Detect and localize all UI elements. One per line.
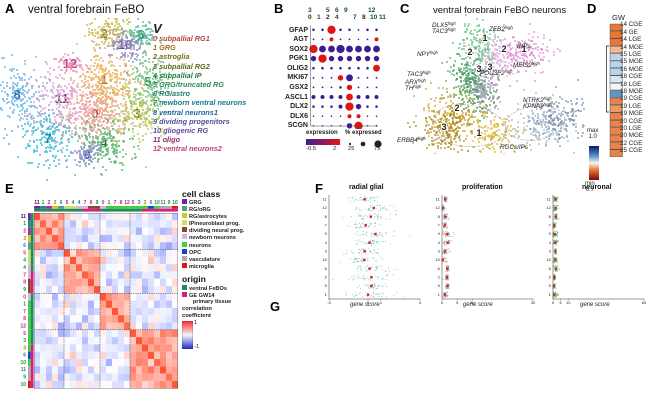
svg-text:10: 10	[173, 200, 179, 206]
svg-text:2: 2	[467, 47, 472, 57]
svg-text:TAC3high: TAC3high	[432, 27, 456, 36]
svg-text:3: 3	[23, 345, 26, 351]
svg-text:6: 6	[23, 353, 26, 359]
svg-text:6: 6	[60, 200, 63, 206]
svg-text:10: 10	[155, 200, 161, 206]
svg-text:3: 3	[23, 236, 26, 242]
svg-text:1: 1	[23, 302, 26, 308]
svg-text:2: 2	[23, 229, 26, 235]
svg-text:11: 11	[35, 200, 41, 206]
svg-text:10: 10	[20, 360, 26, 366]
svg-text:12: 12	[322, 205, 327, 210]
svg-text:2: 2	[48, 200, 51, 206]
svg-text:4: 4	[419, 300, 422, 305]
svg-text:POU3F2high: POU3F2high	[480, 69, 513, 78]
svg-text:2: 2	[454, 103, 459, 113]
svg-text:6: 6	[150, 200, 153, 206]
svg-text:5: 5	[66, 200, 69, 206]
svg-text:1: 1	[108, 200, 111, 206]
svg-text:9: 9	[96, 200, 99, 206]
svg-text:3: 3	[441, 122, 446, 132]
svg-text:11: 11	[21, 367, 27, 373]
svg-text:4: 4	[72, 200, 75, 206]
svg-text:THhigh: THhigh	[405, 84, 422, 93]
svg-text:9: 9	[23, 375, 26, 381]
svg-text:8: 8	[90, 200, 93, 206]
svg-text:5: 5	[132, 200, 135, 206]
svg-text:4: 4	[23, 258, 26, 264]
svg-text:4: 4	[23, 265, 26, 271]
svg-text:10: 10	[20, 382, 26, 388]
svg-text:KPNA2high: KPNA2high	[523, 102, 552, 111]
svg-text:8: 8	[325, 214, 328, 219]
svg-text:7: 7	[84, 200, 87, 206]
svg-text:12: 12	[20, 324, 26, 330]
svg-text:5: 5	[23, 250, 26, 256]
svg-text:11: 11	[21, 214, 27, 220]
svg-text:1: 1	[23, 221, 26, 227]
svg-text:MEIS2high: MEIS2high	[513, 61, 540, 70]
svg-text:0: 0	[23, 294, 26, 300]
svg-text:INPs: INPs	[517, 43, 531, 50]
svg-text:5: 5	[23, 331, 26, 337]
svg-text:ZEB2high: ZEB2high	[488, 25, 513, 34]
svg-text:3: 3	[144, 200, 147, 206]
svg-text:7: 7	[114, 200, 117, 206]
svg-text:1: 1	[482, 33, 487, 43]
svg-text:11: 11	[161, 200, 167, 206]
svg-text:ERBB4high: ERBB4high	[397, 136, 426, 145]
svg-text:8: 8	[23, 316, 26, 322]
svg-text:9: 9	[23, 287, 26, 293]
svg-text:1: 1	[380, 300, 383, 305]
svg-text:4: 4	[78, 200, 81, 206]
svg-text:NPYhigh: NPYhigh	[417, 50, 439, 59]
svg-text:2: 2	[501, 44, 506, 54]
svg-text:3: 3	[54, 200, 57, 206]
svg-text:9: 9	[168, 200, 171, 206]
svg-text:7: 7	[23, 272, 26, 278]
svg-text:6: 6	[23, 243, 26, 249]
svg-text:1: 1	[476, 128, 481, 138]
svg-text:RGCs/IPs: RGCs/IPs	[500, 144, 529, 151]
svg-text:11: 11	[323, 197, 328, 202]
svg-text:8: 8	[120, 200, 123, 206]
svg-text:8: 8	[23, 280, 26, 286]
svg-text:1: 1	[42, 200, 45, 206]
svg-text:3: 3	[138, 200, 141, 206]
svg-text:7: 7	[23, 309, 26, 315]
svg-text:-3: -3	[327, 300, 331, 305]
svg-text:3: 3	[23, 338, 26, 344]
svg-text:12: 12	[125, 200, 131, 206]
svg-text:0: 0	[102, 200, 105, 206]
